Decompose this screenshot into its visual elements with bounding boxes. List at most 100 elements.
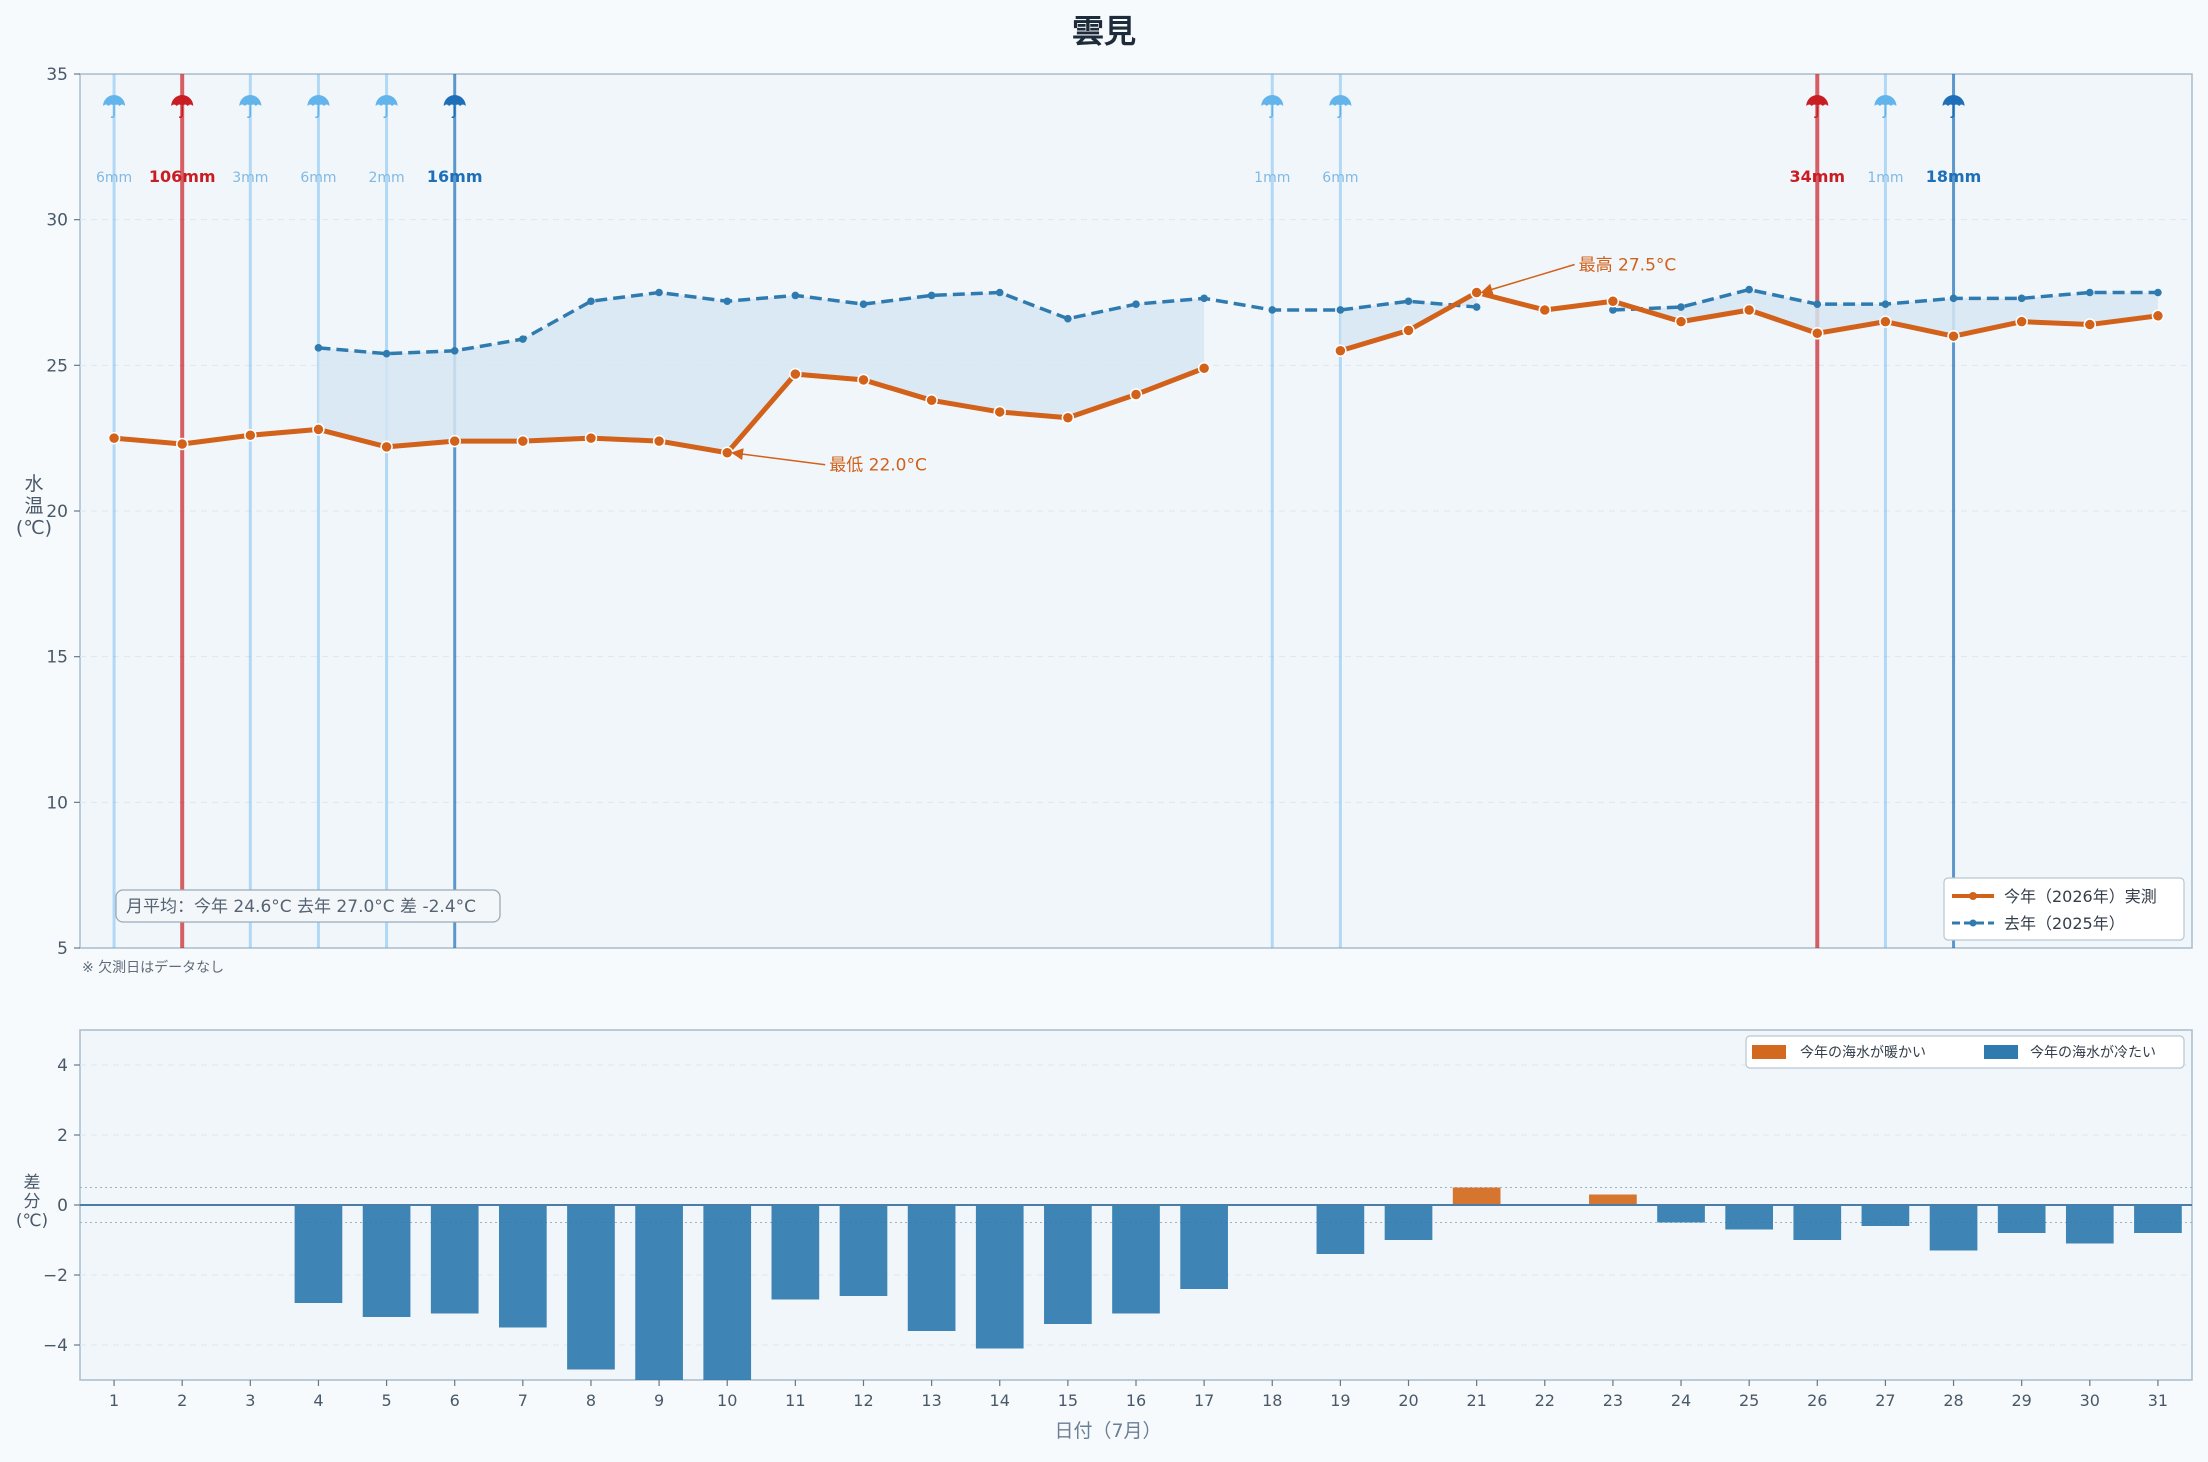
series-this-year-point (789, 367, 802, 381)
series-last-year-point (859, 300, 868, 308)
top-y-tick-label: 10 (46, 793, 68, 813)
difference-fill-area (318, 292, 1205, 453)
diff-bar-day-7 (498, 1205, 547, 1328)
legend-warm-swatch (1752, 1045, 1786, 1059)
series-this-year-point (925, 394, 938, 407)
diff-bar-day-14 (975, 1205, 1024, 1349)
x-tick-label: 15 (1058, 1391, 1078, 1410)
bottom-y-axis-label: 差分(℃) (16, 1173, 48, 1231)
series-this-year-point (1811, 327, 1824, 340)
series-this-year-point (1538, 303, 1552, 317)
diff-bar-day-28 (1929, 1205, 1978, 1251)
diff-bar-day-20 (1384, 1205, 1433, 1240)
umbrella-icon (239, 95, 262, 119)
x-tick-label: 3 (245, 1391, 255, 1410)
series-last-year-point (1064, 314, 1072, 323)
x-tick-label: 25 (1739, 1391, 1759, 1410)
series-last-year-point (1336, 306, 1345, 314)
top-y-tick-label: 5 (57, 939, 68, 959)
diff-bar-day-4 (294, 1205, 343, 1303)
x-tick-label: 12 (853, 1391, 873, 1410)
diff-bar-day-23 (1589, 1194, 1637, 1205)
x-tick-label: 24 (1671, 1391, 1691, 1410)
x-tick-label: 27 (1875, 1391, 1895, 1410)
series-this-year-point (720, 446, 734, 459)
diff-bar-day-24 (1657, 1205, 1705, 1223)
bottom-y-tick-label: 2 (57, 1126, 68, 1146)
series-last-year-point (1609, 306, 1617, 314)
series-last-year-point (995, 288, 1004, 297)
series-last-year-point (2086, 288, 2094, 297)
x-tick-label: 21 (1466, 1391, 1486, 1410)
diff-bar-day-31 (2134, 1205, 2182, 1233)
rain-amount-label: 1mm (1867, 170, 1903, 186)
series-last-year-point (927, 291, 936, 300)
rain-amount-label: 16mm (427, 167, 483, 186)
diff-bar-day-17 (1180, 1205, 1228, 1289)
x-tick-label: 30 (2080, 1391, 2100, 1410)
x-tick-label: 11 (785, 1391, 805, 1410)
series-this-year-point (516, 434, 530, 448)
top-y-tick-label: 30 (46, 211, 68, 231)
series-this-year-point (1129, 388, 1143, 401)
x-tick-label: 22 (1535, 1391, 1555, 1410)
series-this-year-point (584, 431, 598, 445)
x-tick-label: 6 (450, 1391, 460, 1410)
x-tick-label: 14 (990, 1391, 1010, 1410)
legend-warm-label: 今年の海水が暖かい (1800, 1045, 1926, 1061)
series-last-year-point (1745, 285, 1753, 294)
summary-box (115, 889, 501, 923)
diff-bar-day-9 (635, 1205, 683, 1380)
series-last-year-point (1404, 297, 1413, 306)
series-this-year-point (857, 373, 870, 387)
diff-bar-day-5 (362, 1205, 411, 1317)
series-this-year-point (1879, 315, 1892, 328)
series-this-year-point (2083, 318, 2097, 331)
annotation-arrow (731, 448, 826, 466)
diff-bar-day-12 (839, 1205, 888, 1296)
x-tick-label: 9 (654, 1391, 664, 1410)
series-last-year-point (2154, 288, 2162, 297)
x-tick-label: 17 (1194, 1391, 1214, 1410)
legend-last-year-label: 去年（2025年） (2004, 914, 2125, 933)
series-last-year-point (1132, 300, 1140, 308)
diff-bar-day-6 (430, 1205, 479, 1314)
bottom-y-tick-label: 4 (57, 1056, 68, 1076)
rain-amount-label: 6mm (300, 170, 336, 186)
rain-amount-label: 1mm (1254, 170, 1290, 186)
series-this-year-point (993, 405, 1006, 419)
umbrella-icon (375, 95, 398, 119)
x-tick-label: 4 (313, 1391, 323, 1410)
umbrella-icon (1329, 95, 1352, 119)
series-this-year-point (1402, 324, 1415, 337)
x-tick-label: 20 (1398, 1391, 1418, 1410)
x-tick-label: 10 (717, 1391, 737, 1410)
umbrella-icon (1261, 95, 1284, 119)
rain-amount-label: 6mm (1322, 170, 1358, 186)
diff-bar-day-16 (1112, 1205, 1160, 1314)
diff-bar-day-27 (1861, 1205, 1910, 1226)
x-tick-label: 18 (1262, 1391, 1282, 1410)
series-this-year-point (448, 434, 461, 448)
series-last-year-point (587, 297, 595, 306)
x-tick-label: 8 (586, 1391, 596, 1410)
x-tick-label: 16 (1126, 1391, 1146, 1410)
diff-bar-day-10 (703, 1205, 752, 1380)
diff-bar-day-19 (1316, 1205, 1365, 1254)
x-tick-label: 29 (2011, 1391, 2031, 1410)
series-this-year-point (1606, 294, 1620, 308)
series-this-year-point (244, 429, 257, 442)
diff-bar-day-15 (1044, 1205, 1092, 1324)
annotation-arrow (1480, 263, 1575, 296)
series-this-year-point (312, 423, 325, 436)
diff-bar-day-8 (567, 1205, 615, 1370)
legend-this-year-label: 今年（2026年）実測 (2004, 887, 2157, 906)
series-last-year-point (1268, 306, 1277, 314)
umbrella-icon (1942, 95, 1965, 119)
rain-amount-label: 106mm (149, 167, 216, 186)
series-this-year-point (652, 434, 666, 448)
top-y-tick-label: 20 (46, 502, 68, 522)
legend-last-year-marker (1969, 919, 1977, 927)
diff-bar-day-13 (907, 1205, 956, 1331)
